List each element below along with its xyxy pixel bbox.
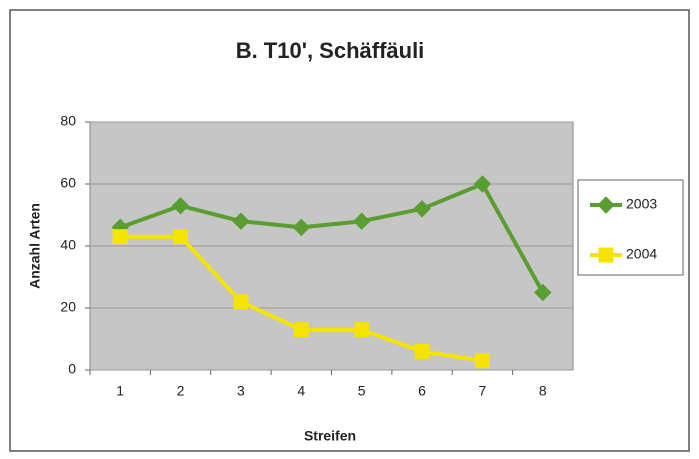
x-tick-label: 7 xyxy=(479,383,487,399)
legend-label: 2003 xyxy=(626,196,657,212)
x-tick-label: 6 xyxy=(418,383,426,399)
chart-title: B. T10', Schäffäuli xyxy=(236,38,425,63)
x-tick-label: 4 xyxy=(297,383,305,399)
x-tick-label: 2 xyxy=(177,383,185,399)
data-point xyxy=(232,212,250,230)
data-point xyxy=(292,218,311,237)
data-point xyxy=(293,322,309,338)
data-point xyxy=(473,175,492,193)
legend-box xyxy=(577,179,684,276)
legend-marker xyxy=(597,196,615,214)
x-tick-label: 1 xyxy=(116,383,124,399)
data-point xyxy=(474,353,490,369)
legend-marker xyxy=(598,247,614,263)
data-point xyxy=(413,200,431,218)
series-line xyxy=(119,182,545,294)
data-point xyxy=(352,212,371,230)
legend-label: 2004 xyxy=(626,246,657,262)
y-tick-label: 80 xyxy=(60,113,76,129)
data-point xyxy=(171,196,190,215)
data-point xyxy=(534,283,552,302)
data-point xyxy=(112,229,128,245)
x-tick-label: 3 xyxy=(237,383,245,399)
x-tick-label: 5 xyxy=(358,383,366,399)
y-tick-label: 0 xyxy=(68,361,76,377)
x-axis-label: Streifen xyxy=(304,428,356,444)
data-point xyxy=(173,229,189,245)
data-point xyxy=(233,294,249,310)
y-axis-label: Anzahl Arten xyxy=(27,203,43,289)
y-tick-label: 20 xyxy=(60,299,76,315)
y-tick-label: 40 xyxy=(60,237,76,253)
y-tick-label: 60 xyxy=(60,175,76,191)
data-point xyxy=(414,343,430,359)
data-point xyxy=(354,322,370,338)
x-tick-label: 8 xyxy=(539,383,547,399)
